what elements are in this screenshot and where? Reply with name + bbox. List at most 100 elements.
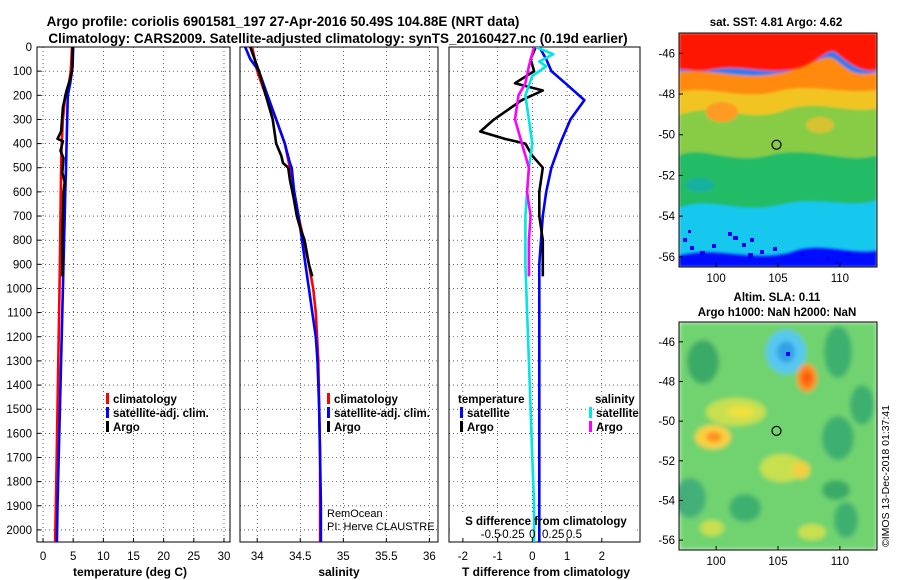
lon-tick-label: 110 bbox=[831, 556, 849, 568]
legend-swatch-climatology bbox=[327, 393, 330, 404]
sst-map-lat-ticks: -46 -48 -50 -52 -54 -56 bbox=[658, 48, 683, 264]
lat-tick-label: -46 bbox=[658, 48, 675, 60]
salinity-lines bbox=[244, 47, 323, 542]
y-tick-label: 200 bbox=[13, 90, 32, 102]
y-tick-label: 600 bbox=[13, 187, 32, 199]
y-tick-label: 800 bbox=[13, 235, 32, 247]
y-tick-label: 1900 bbox=[6, 501, 32, 513]
x-tick-label: 15 bbox=[127, 551, 140, 563]
sst-map-image bbox=[679, 33, 877, 267]
y-tick-label: 1700 bbox=[6, 452, 32, 464]
lat-tick-label: -52 bbox=[658, 456, 675, 468]
legend-label-satellite-adj: satellite-adj. clim. bbox=[113, 408, 209, 420]
legend-swatch-t-argo bbox=[460, 421, 463, 432]
legend-swatch-climatology bbox=[106, 393, 109, 404]
sla-map-title-line1: Altim. SLA: 0.11 bbox=[734, 292, 822, 304]
s-difference-label: S difference from climatology bbox=[465, 516, 627, 528]
y-tick-label: 1500 bbox=[6, 404, 32, 416]
y-tick-label: 1300 bbox=[6, 356, 32, 368]
t-difference-x-ticks: -2 -1 0 1 2 bbox=[458, 538, 605, 563]
series-line-temperature-satellite bbox=[537, 47, 586, 542]
x-tick-label: 0 bbox=[40, 551, 46, 563]
legend-label-climatology: climatology bbox=[113, 394, 178, 406]
legend-label-s-argo: Argo bbox=[596, 422, 623, 434]
temperature-x-ticks: 0 5 10 15 20 25 30 bbox=[40, 538, 231, 563]
s-diff-tick-label: 0.25 bbox=[542, 529, 564, 541]
x-tick-label: 5 bbox=[70, 551, 76, 563]
y-tick-label: 1400 bbox=[6, 380, 32, 392]
y-tick-label: 1000 bbox=[6, 283, 32, 295]
salinity-plot-frame bbox=[239, 46, 439, 543]
sla-map: Altim. SLA: 0.11 Argo h1000: NaN h2000: … bbox=[658, 292, 878, 568]
x-tick-label: 34.5 bbox=[289, 551, 311, 563]
salinity-panel: 34 34.5 35 35.5 36 salinity climatology sate… bbox=[239, 46, 439, 579]
s-difference-x-ticks: -0.5-0.25 0 0.25 0.5 bbox=[481, 529, 582, 541]
t-difference-x-label: T difference from climatology bbox=[462, 565, 630, 579]
argo-position-marker bbox=[771, 139, 782, 150]
y-tick-label: 0 bbox=[26, 42, 32, 54]
difference-legend-temperature: temperature satellite Argo bbox=[458, 394, 524, 434]
lat-tick-label: -54 bbox=[658, 211, 675, 223]
y-tick-label: 700 bbox=[13, 211, 32, 223]
secondary-axis-backdrop bbox=[451, 512, 637, 540]
y-tick-label: 300 bbox=[13, 114, 32, 126]
lat-tick-label: -52 bbox=[658, 170, 675, 182]
lat-tick-label: -54 bbox=[658, 495, 675, 507]
x-tick-label: -2 bbox=[458, 551, 468, 563]
temperature-x-label: temperature (deg C) bbox=[73, 565, 187, 579]
y-tick-label: 1100 bbox=[7, 308, 32, 320]
x-tick-label: 35 bbox=[337, 551, 350, 563]
x-tick-label: 20 bbox=[157, 551, 170, 563]
lat-tick-label: -46 bbox=[658, 337, 675, 349]
lon-tick-label: 110 bbox=[831, 273, 849, 285]
lon-tick-label: 100 bbox=[707, 273, 726, 285]
annotation-remocean: RemOcean bbox=[327, 508, 383, 520]
lat-tick-label: -56 bbox=[658, 535, 675, 547]
series-line-argo bbox=[249, 47, 314, 277]
y-tick-label: 500 bbox=[13, 163, 32, 175]
y-tick-label: 2000 bbox=[6, 525, 32, 537]
lon-tick-label: 100 bbox=[707, 556, 726, 568]
legend-swatch-s-argo bbox=[589, 421, 592, 432]
lat-tick-label: -48 bbox=[658, 376, 675, 388]
difference-legend-salinity: salinity satellite Argo bbox=[589, 394, 639, 434]
temperature-panel: 0 5 10 15 20 25 30 0 100 200 300 400 500 600 700 800 90… bbox=[6, 42, 231, 579]
legend-label-s-satellite: satellite bbox=[596, 408, 639, 420]
x-tick-label: 34 bbox=[251, 551, 264, 563]
series-line-argo bbox=[56, 47, 74, 277]
legend-swatch-argo bbox=[327, 421, 330, 432]
temperature-lines bbox=[53, 47, 75, 542]
legend-label-argo: Argo bbox=[113, 422, 140, 434]
annotation-pi: PI: Herve CLAUSTRE bbox=[327, 521, 435, 533]
y-tick-label: 100 bbox=[13, 66, 32, 78]
difference-plot-frame bbox=[448, 46, 641, 543]
salinity-grid bbox=[240, 46, 438, 542]
s-diff-tick-label: -0.5 bbox=[481, 529, 501, 541]
s-diff-tick-label: 0.5 bbox=[566, 529, 582, 541]
sst-map: sat. SST: 4.81 Argo: 4.62 bbox=[658, 17, 878, 285]
sla-map-lon-ticks: 100 105 110 bbox=[707, 546, 849, 568]
salinity-x-ticks: 34 34.5 35 35.5 36 bbox=[251, 538, 436, 563]
sla-map-lat-ticks: -46 -48 -50 -52 -54 -56 bbox=[658, 337, 683, 547]
y-tick-label: 1600 bbox=[6, 428, 32, 440]
legend-swatch-s-satellite bbox=[589, 407, 592, 418]
x-tick-label: 1 bbox=[564, 551, 570, 563]
lon-tick-label: 105 bbox=[768, 273, 787, 285]
s-diff-tick-label: 0 bbox=[529, 529, 535, 541]
sst-map-lon-ticks: 100 105 110 bbox=[707, 263, 849, 285]
argo-position-marker bbox=[771, 425, 782, 436]
lat-tick-label: -56 bbox=[658, 252, 675, 264]
x-tick-label: 0 bbox=[529, 551, 535, 563]
sla-map-image bbox=[679, 322, 877, 550]
x-tick-label: 2 bbox=[599, 551, 605, 563]
series-line-temperature-argo bbox=[478, 47, 545, 277]
legend-label-satellite-adj: satellite-adj. clim. bbox=[334, 408, 430, 420]
sla-map-title-line2: Argo h1000: NaN h2000: NaN bbox=[698, 307, 857, 319]
x-tick-label: 30 bbox=[218, 551, 231, 563]
y-tick-label: 900 bbox=[13, 259, 32, 271]
y-tick-label: 400 bbox=[13, 139, 32, 151]
lon-tick-label: 105 bbox=[768, 556, 787, 568]
x-tick-label: 36 bbox=[423, 551, 436, 563]
lat-tick-label: -50 bbox=[658, 416, 675, 428]
